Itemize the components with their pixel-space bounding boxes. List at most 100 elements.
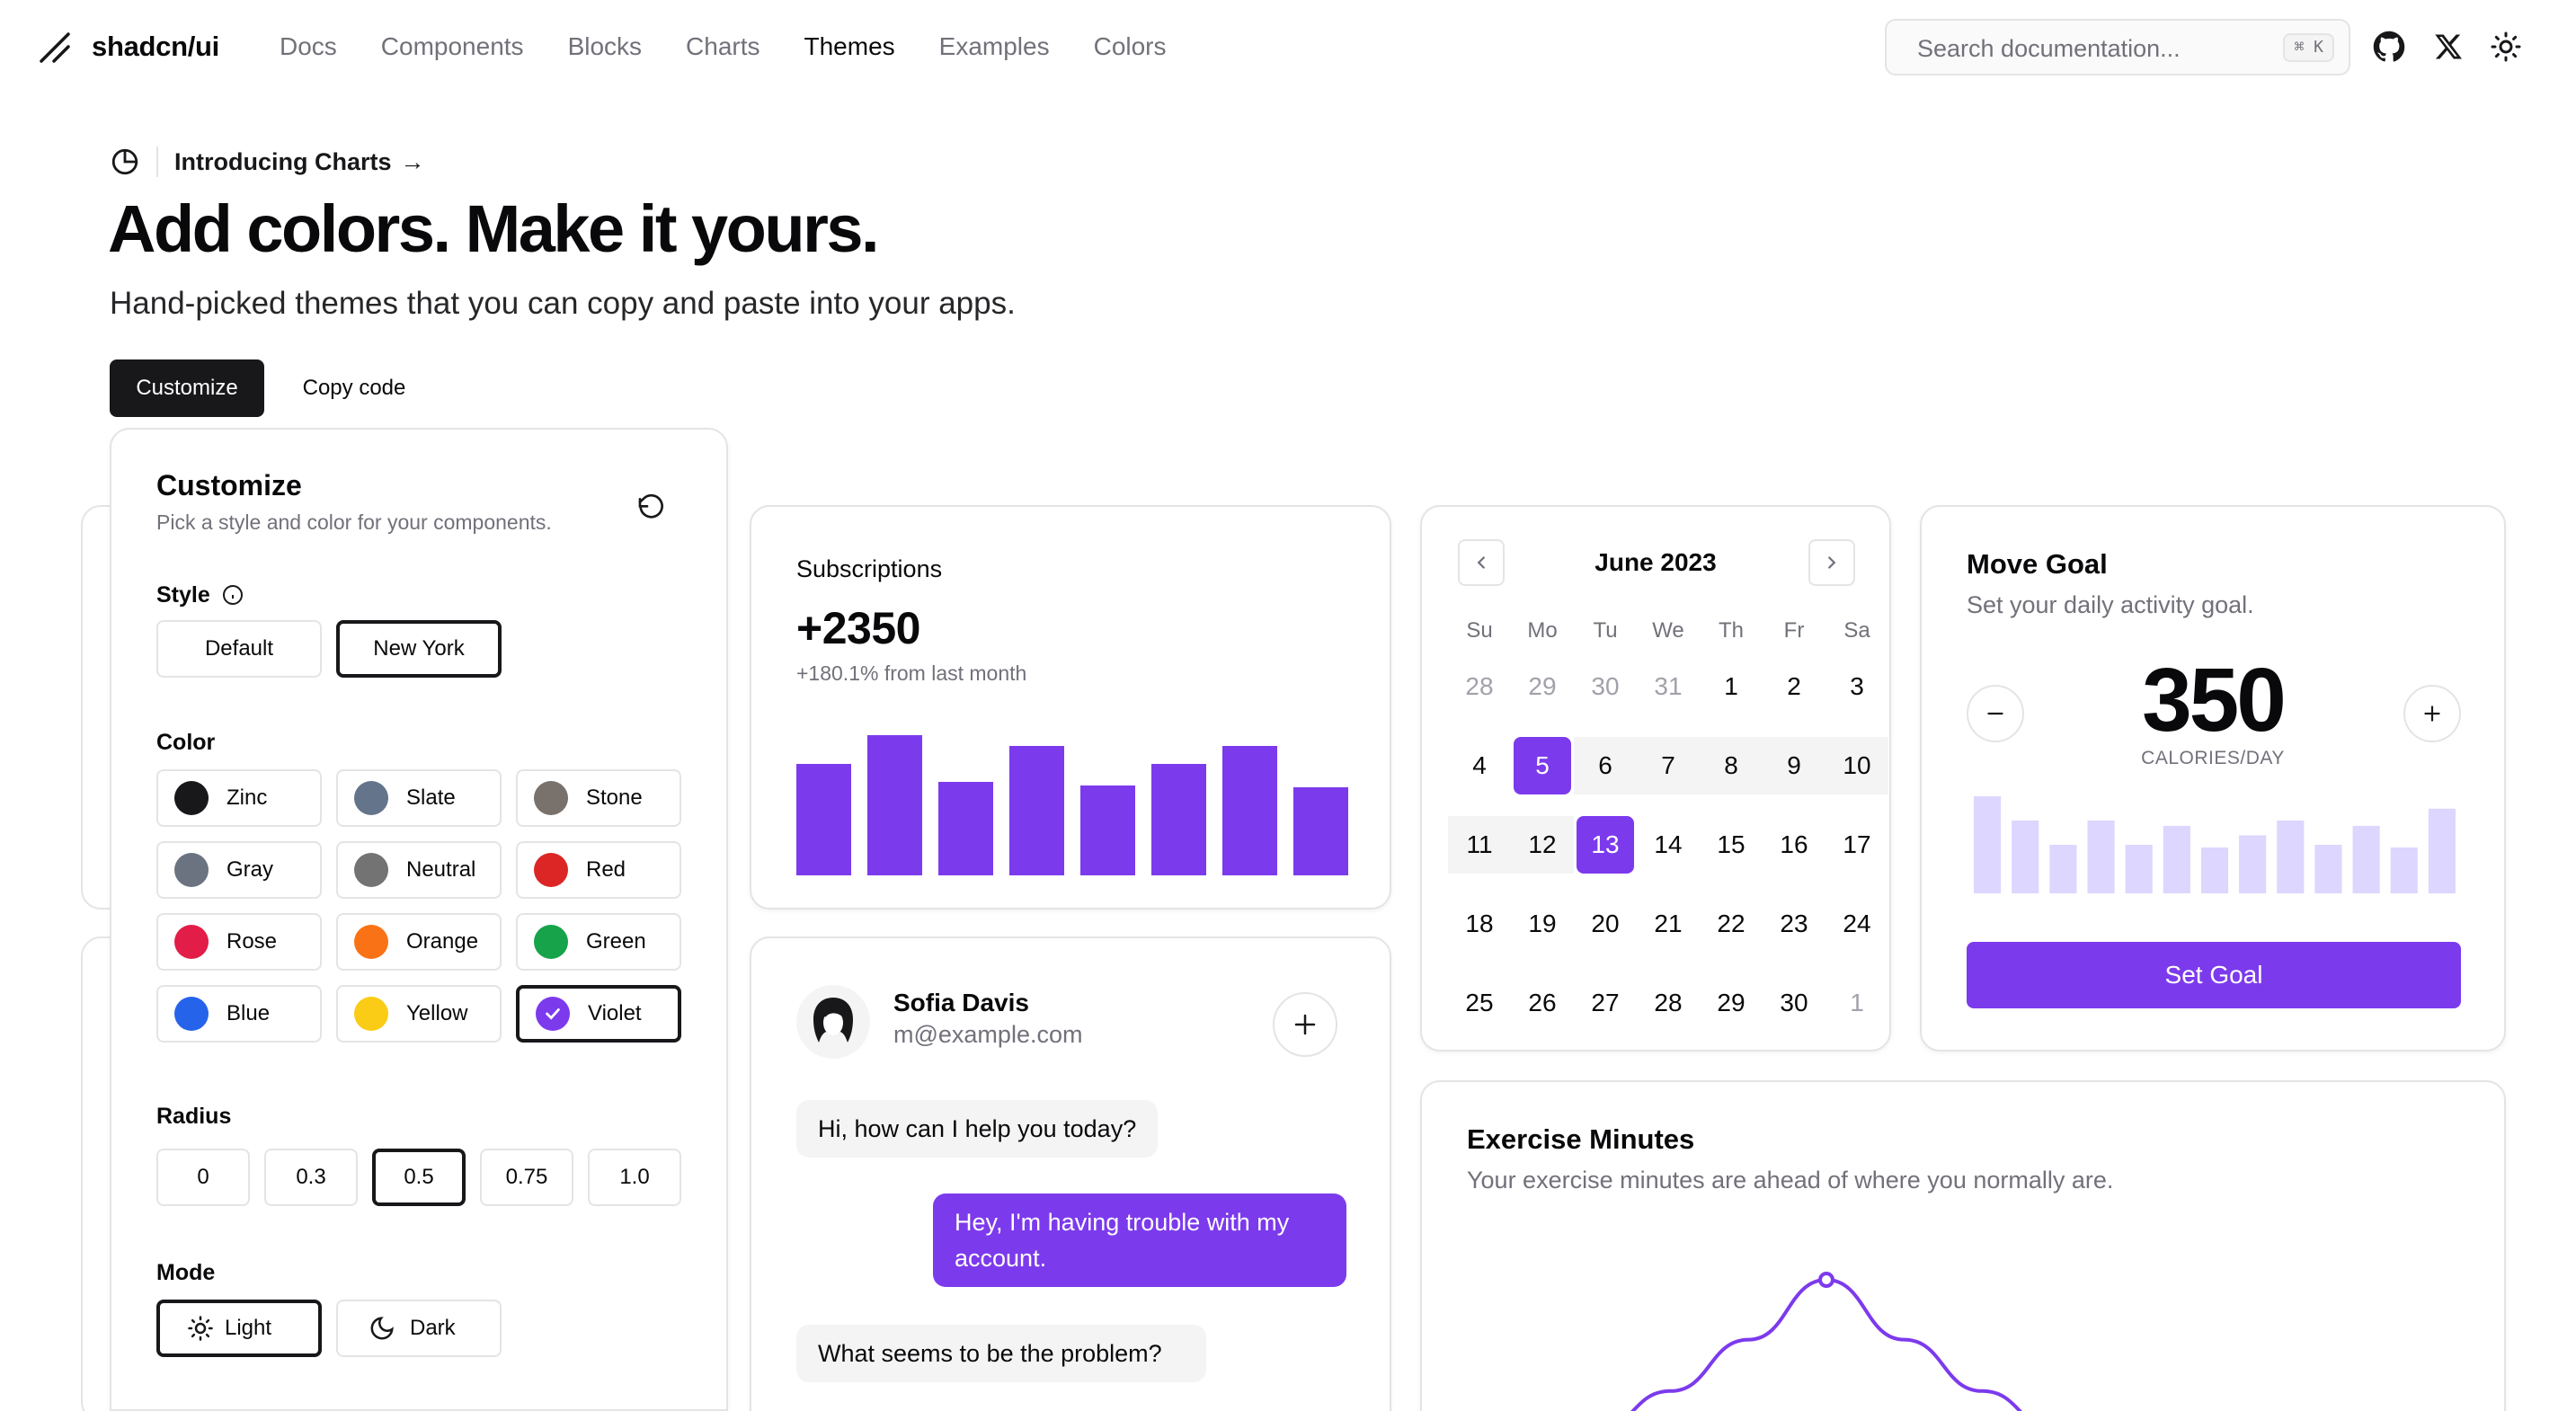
announcement-link[interactable]: Introducing Charts → (110, 144, 425, 180)
calendar-day[interactable]: 29 (1717, 989, 1745, 1016)
calendar-day[interactable]: 24 (1843, 910, 1871, 937)
calendar-prev-button[interactable] (1458, 539, 1505, 586)
nav-docs[interactable]: Docs (280, 32, 337, 60)
customize-button[interactable]: Customize (110, 359, 264, 417)
brand-name[interactable]: shadcn/ui (92, 31, 219, 62)
calendar-day[interactable]: 18 (1465, 910, 1494, 937)
color-option-green[interactable]: Green (516, 913, 681, 971)
site-header: shadcn/ui Docs Components Blocks Charts … (0, 0, 2576, 93)
color-option-zinc[interactable]: Zinc (156, 769, 322, 827)
calendar-day[interactable]: 22 (1717, 910, 1745, 937)
color-option-red[interactable]: Red (516, 841, 681, 899)
calendar-day[interactable]: 30 (1591, 672, 1620, 700)
radius-0-75[interactable]: 0.75 (480, 1149, 573, 1206)
set-goal-button[interactable]: Set Goal (1967, 942, 2461, 1008)
add-contact-button[interactable] (1273, 992, 1337, 1057)
calendar-day[interactable]: 29 (1528, 672, 1557, 700)
calendar-day[interactable]: 2 (1787, 672, 1801, 700)
calendar-day[interactable]: 1 (1724, 672, 1738, 700)
chart-bar (2125, 845, 2153, 893)
info-icon[interactable] (222, 584, 244, 606)
calendar-day[interactable]: 11 (1448, 816, 1511, 874)
calendar-day[interactable]: 27 (1591, 989, 1620, 1016)
calendar-day[interactable]: 15 (1717, 830, 1745, 858)
color-option-stone[interactable]: Stone (516, 769, 681, 827)
calendar-day[interactable]: 21 (1654, 910, 1683, 937)
chart-bar (2277, 821, 2305, 893)
calendar-day[interactable]: 28 (1654, 989, 1683, 1016)
decrease-goal-button[interactable] (1967, 685, 2024, 742)
calendar-day[interactable]: 31 (1654, 672, 1683, 700)
chat-card: Sofia Davis m@example.com Hi, how can I … (750, 936, 1391, 1411)
radius-0[interactable]: 0 (156, 1149, 250, 1206)
calendar-day[interactable]: 26 (1528, 989, 1557, 1016)
increase-goal-button[interactable] (2403, 685, 2461, 742)
radius-1-0[interactable]: 1.0 (588, 1149, 681, 1206)
calendar-next-button[interactable] (1808, 539, 1855, 586)
calendar-day[interactable]: 3 (1850, 672, 1864, 700)
goal-value: 350 (2142, 650, 2287, 750)
radius-0-5[interactable]: 0.5 (372, 1149, 466, 1206)
color-option-gray[interactable]: Gray (156, 841, 322, 899)
calendar-day[interactable]: 23 (1780, 910, 1808, 937)
mode-light[interactable]: Light (156, 1300, 322, 1357)
check-icon (546, 1008, 560, 1020)
exercise-line-chart (1630, 1272, 2022, 1411)
chart-bar (2239, 835, 2267, 893)
nav-charts[interactable]: Charts (686, 32, 760, 60)
nav-themes[interactable]: Themes (804, 32, 895, 60)
github-icon[interactable] (2373, 31, 2405, 63)
style-default[interactable]: Default (156, 620, 322, 678)
calendar-day[interactable]: 6 (1574, 737, 1637, 794)
color-option-violet[interactable]: Violet (516, 985, 681, 1043)
radius-0-3[interactable]: 0.3 (264, 1149, 358, 1206)
sun-icon[interactable] (2490, 31, 2522, 63)
mode-dark[interactable]: Dark (336, 1300, 502, 1357)
calendar-day[interactable]: 8 (1700, 737, 1763, 794)
chevron-left-icon (1477, 556, 1485, 569)
nav-examples[interactable]: Examples (938, 32, 1050, 60)
chart-bar (2163, 825, 2190, 893)
color-option-neutral[interactable]: Neutral (336, 841, 502, 899)
calendar-day[interactable]: 13 (1577, 816, 1634, 874)
color-option-orange[interactable]: Orange (336, 913, 502, 971)
sun-icon (188, 1316, 213, 1341)
calendar-day[interactable]: 14 (1654, 830, 1683, 858)
search-input[interactable]: Search documentation... ⌘ K (1885, 19, 2350, 75)
calendar-day[interactable]: 28 (1465, 672, 1494, 700)
color-option-blue[interactable]: Blue (156, 985, 322, 1043)
arrow-right-icon: → (400, 147, 425, 175)
calendar-day[interactable]: 4 (1472, 751, 1487, 779)
calendar-day[interactable]: 16 (1780, 830, 1808, 858)
color-swatch (354, 997, 388, 1031)
nav-blocks[interactable]: Blocks (567, 32, 643, 60)
chat-contact-email: m@example.com (893, 1021, 1083, 1048)
calendar-day[interactable]: 9 (1763, 737, 1825, 794)
reset-icon[interactable] (636, 491, 665, 519)
calendar-day[interactable]: 19 (1528, 910, 1557, 937)
calendar-day[interactable]: 30 (1780, 989, 1808, 1016)
style-new-york[interactable]: New York (336, 620, 502, 678)
nav-colors[interactable]: Colors (1093, 32, 1167, 60)
calendar-day[interactable]: 5 (1514, 737, 1571, 794)
logo-icon[interactable] (38, 31, 72, 65)
goal-bar-chart (1974, 796, 2456, 893)
copy-code-button[interactable]: Copy code (302, 376, 406, 400)
color-option-rose[interactable]: Rose (156, 913, 322, 971)
page-title: Add colors. Make it yours. (108, 191, 880, 266)
color-option-yellow[interactable]: Yellow (336, 985, 502, 1043)
calendar-weekday: Th (1718, 618, 1744, 643)
color-option-label: Neutral (406, 857, 476, 882)
nav-components[interactable]: Components (380, 32, 524, 60)
move-goal-card: Move Goal Set your daily activity goal. … (1920, 505, 2506, 1052)
calendar-day[interactable]: 10 (1825, 737, 1888, 794)
calendar-day[interactable]: 25 (1465, 989, 1494, 1016)
chart-bar (2314, 845, 2342, 893)
calendar-day[interactable]: 1 (1850, 989, 1864, 1016)
x-twitter-icon[interactable] (2432, 31, 2465, 63)
calendar-day[interactable]: 20 (1591, 910, 1620, 937)
color-option-slate[interactable]: Slate (336, 769, 502, 827)
calendar-day[interactable]: 12 (1511, 816, 1574, 874)
calendar-day[interactable]: 17 (1843, 830, 1871, 858)
calendar-day[interactable]: 7 (1637, 737, 1700, 794)
